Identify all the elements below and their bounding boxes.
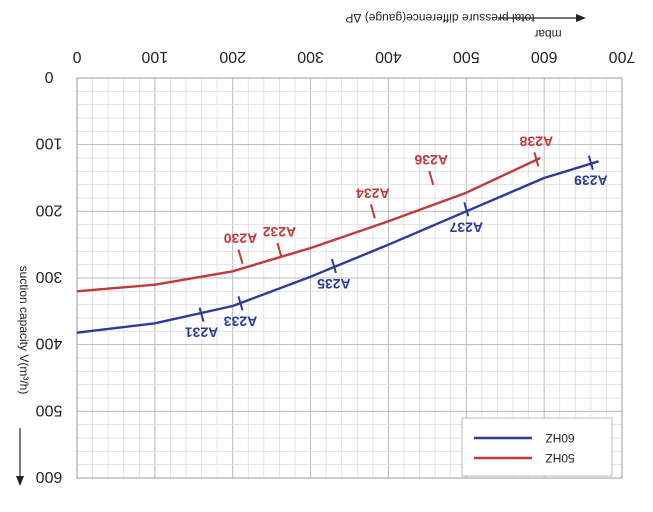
y-tick-group: 200: [36, 201, 63, 218]
model-label: A235: [317, 276, 351, 292]
x-tick-label: 600: [531, 48, 558, 65]
x-tick-label: 400: [375, 48, 402, 65]
model-label-group: A237: [449, 219, 483, 235]
legend-label-50hz-group: 50HZ: [545, 451, 574, 465]
x-axis-ticks: 0 100 200 300 400 500 600 700: [72, 48, 635, 65]
legend-box: [461, 417, 613, 477]
series: [76, 156, 599, 334]
model-label: A233: [224, 313, 258, 329]
x-tick-group: 100: [141, 48, 168, 65]
model-label: A238: [519, 133, 553, 149]
model-marker: [330, 258, 337, 274]
model-label: A239: [574, 173, 608, 189]
model-marker: [276, 242, 283, 258]
legend-label-50hz: 50HZ: [545, 451, 574, 465]
x-tick-group: 200: [219, 48, 246, 65]
model-label-group: A238: [519, 133, 553, 149]
y-tick-group: 0: [44, 68, 53, 85]
legend-label-60hz-group: 60HZ: [545, 431, 574, 445]
model-label-group: A234: [356, 185, 390, 201]
x-tick-label: 200: [219, 48, 246, 65]
x-tick-label: 0: [72, 48, 81, 65]
model-label-group: A235: [317, 276, 351, 292]
model-label: A230: [224, 231, 258, 247]
y-tick-group: 400: [36, 335, 63, 352]
grid: [76, 77, 623, 479]
y-tick-group: 100: [36, 135, 63, 152]
y-tick-label: 300: [36, 268, 63, 285]
x-tick-group: 0: [72, 48, 81, 65]
model-label-group: A239: [574, 173, 608, 189]
series-line-50hz: [76, 156, 541, 293]
y-axis-arrow-head: [16, 476, 24, 486]
x-tick-label: 700: [609, 48, 636, 65]
y-tick-label: 400: [36, 335, 63, 352]
model-marker: [237, 249, 244, 264]
x-axis-arrow-head: [576, 14, 586, 22]
model-marker: [237, 296, 244, 311]
model-label-group: A233: [224, 313, 258, 329]
model-label-group: A236: [414, 152, 448, 168]
x-tick-group: 600: [531, 48, 558, 65]
x-tick-label: 300: [297, 48, 324, 65]
y-axis-title-group: suction capacity V(m³/h): [17, 266, 31, 395]
x-tick-label: 100: [141, 48, 168, 65]
y-tick-label: 0: [44, 68, 53, 85]
y-axis-title: suction capacity V(m³/h): [17, 266, 31, 395]
model-label-group: A230: [224, 231, 258, 247]
series-line-60hz: [76, 160, 599, 334]
y-tick-label: 100: [36, 135, 63, 152]
model-marker: [369, 204, 376, 219]
model-label: A231: [185, 325, 219, 341]
model-label: A232: [262, 224, 296, 240]
x-axis-unit-group: mbar: [534, 27, 561, 41]
curve-labels: A231 A233 A235 A237 A239 A230 A232 A234 A236 A238: [185, 133, 608, 340]
y-tick-label: 500: [36, 401, 63, 418]
model-marker: [587, 155, 594, 170]
plot-frame: [76, 77, 623, 479]
x-axis-unit: mbar: [534, 27, 561, 41]
x-tick-group: 300: [297, 48, 324, 65]
model-label: A234: [356, 185, 390, 201]
y-tick-group: 300: [36, 268, 63, 285]
x-axis-title: total pressure difference(gauge) ΔP: [345, 11, 534, 25]
x-tick-group: 700: [609, 48, 636, 65]
x-tick-group: 500: [453, 48, 480, 65]
plot-border: [76, 77, 623, 479]
x-tick-label: 500: [453, 48, 480, 65]
legend: 60HZ 50HZ: [461, 417, 613, 477]
y-tick-label: 600: [36, 468, 63, 485]
x-axis-title-group: total pressure difference(gauge) ΔP: [345, 11, 534, 25]
model-marker: [428, 170, 435, 186]
model-label-group: A231: [185, 325, 219, 341]
y-axis-ticks: 0 100 200 300 400 500 600: [36, 68, 63, 485]
model-label: A236: [414, 152, 448, 168]
y-tick-group: 600: [36, 468, 63, 485]
model-marker: [463, 202, 470, 217]
model-marker: [533, 152, 540, 167]
model-marker: [198, 307, 205, 322]
y-tick-group: 500: [36, 401, 63, 418]
y-tick-label: 200: [36, 201, 63, 218]
model-label-group: A232: [262, 224, 296, 240]
model-label: A237: [449, 219, 483, 235]
x-tick-group: 400: [375, 48, 402, 65]
legend-label-60hz: 60HZ: [545, 431, 574, 445]
